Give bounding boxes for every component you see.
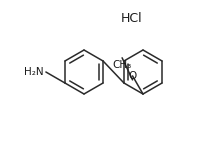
Text: CH₃: CH₃: [112, 60, 132, 70]
Text: HCl: HCl: [121, 12, 143, 25]
Text: H₂N: H₂N: [24, 67, 44, 77]
Text: O: O: [128, 71, 137, 81]
